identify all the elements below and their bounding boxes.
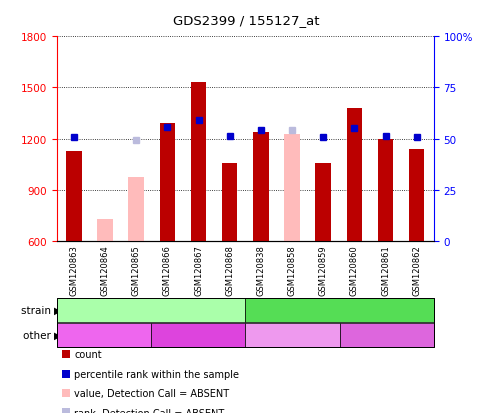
Text: GDS2399 / 155127_at: GDS2399 / 155127_at [173, 14, 320, 27]
Bar [97, 219, 113, 242]
Bar [128, 178, 144, 242]
Text: ▶: ▶ [54, 305, 62, 315]
Bar [284, 134, 300, 242]
Text: population 2: population 2 [168, 330, 229, 340]
Bar [409, 150, 424, 242]
Text: population 1: population 1 [73, 330, 135, 340]
Text: count: count [74, 349, 102, 359]
Text: value, Detection Call = ABSENT: value, Detection Call = ABSENT [74, 388, 230, 398]
Text: ▶: ▶ [54, 330, 62, 340]
Bar [191, 83, 206, 242]
Text: reference: reference [128, 305, 174, 315]
Bar [378, 140, 393, 242]
Bar [316, 163, 331, 242]
Text: percentile rank within the sample: percentile rank within the sample [74, 369, 240, 379]
Text: other: other [23, 330, 54, 340]
Bar [66, 151, 82, 242]
Text: selected for aggressive behavior: selected for aggressive behavior [260, 305, 420, 315]
Bar [347, 109, 362, 242]
Bar [160, 124, 175, 242]
Text: rank, Detection Call = ABSENT: rank, Detection Call = ABSENT [74, 408, 225, 413]
Text: population 3: population 3 [262, 330, 323, 340]
Text: strain: strain [21, 305, 54, 315]
Text: population 4: population 4 [356, 330, 418, 340]
Bar [222, 163, 238, 242]
Bar [253, 133, 269, 242]
